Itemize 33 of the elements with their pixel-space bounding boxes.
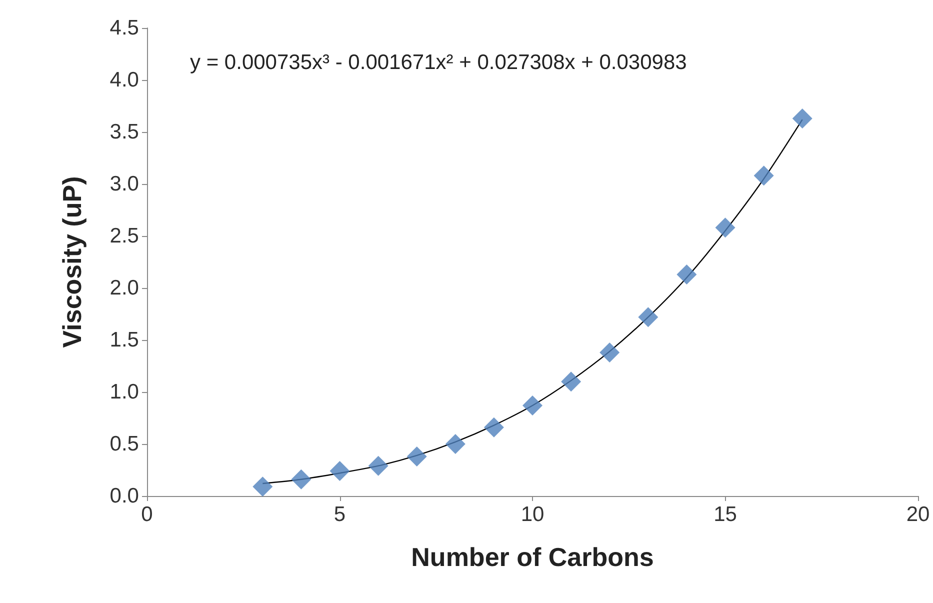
annotation: y = 0.000735x³ - 0.001671x² + 0.027308x + 0.030983 [190, 51, 687, 74]
y-tick-label: 0.5 [110, 432, 139, 456]
point [291, 469, 312, 490]
y-axis-title: Viscosity (uP) [57, 176, 87, 348]
point [754, 166, 774, 186]
point [406, 446, 427, 466]
y-tick-label: 4.5 [110, 16, 139, 40]
y-tick-label: 1.5 [110, 328, 139, 352]
y-tick-label: 4.0 [110, 68, 139, 92]
point [600, 342, 620, 362]
x-tick-label: 5 [334, 503, 346, 526]
y-tick-label: 1.0 [110, 380, 139, 404]
point [676, 264, 697, 284]
point [561, 372, 582, 392]
x-tick-label: 10 [520, 503, 544, 526]
point [445, 434, 466, 454]
point [715, 218, 736, 238]
point [484, 417, 504, 438]
x-axis-title: Number of Carbons [411, 542, 654, 572]
point [252, 476, 273, 497]
y-tick-label: 3.0 [110, 172, 139, 196]
point [638, 307, 658, 328]
point [368, 456, 388, 476]
y-tick-label: 2.0 [110, 276, 139, 300]
point [330, 461, 350, 482]
y-tick-label: 3.5 [110, 120, 139, 144]
x-tick-label: 20 [906, 503, 930, 526]
x-tick-label: 0 [141, 503, 153, 526]
x-tick-label: 15 [714, 503, 737, 526]
point [522, 396, 542, 416]
y-tick-label: 2.5 [110, 224, 139, 248]
y-tick-label: 0.0 [110, 484, 139, 508]
point [792, 108, 812, 128]
